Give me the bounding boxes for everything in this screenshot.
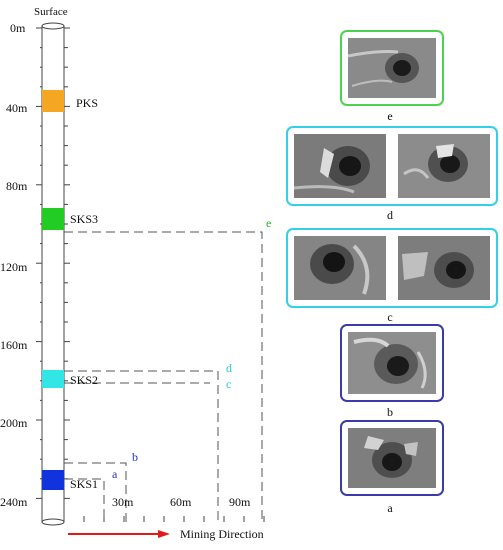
panel-caption-e: e (387, 109, 393, 123)
borehole-photo (348, 38, 436, 98)
panel-caption-b: b (387, 405, 393, 419)
mining-direction-arrow (68, 530, 170, 538)
distance-label-30m: 30m (112, 495, 134, 509)
photo-panel-c (286, 228, 498, 308)
borehole-photo (348, 428, 436, 488)
depth-ticks (36, 27, 265, 522)
photo-panel-e (340, 30, 444, 106)
position-label-e: e (266, 216, 272, 230)
mining-direction-label: Mining Direction (180, 527, 264, 541)
distance-label-60m: 60m (170, 495, 192, 509)
seam-label-sks2: SKS2 (70, 373, 99, 387)
seam-block-pks (42, 90, 64, 112)
borehole-photo (398, 134, 490, 198)
position-lines (64, 231, 263, 522)
seam-label-pks: PKS (76, 96, 99, 110)
panel-caption-d: d (387, 208, 393, 222)
depth-label-240m: 240m (0, 495, 28, 509)
position-label-d: d (226, 361, 232, 375)
distance-label-90m: 90m (229, 495, 251, 509)
position-label-c: c (226, 377, 232, 391)
panel-caption-a: a (387, 501, 393, 515)
depth-label-40m: 40m (6, 101, 28, 115)
depth-label-80m: 80m (6, 179, 28, 193)
seam-label-sks1: SKS1 (70, 477, 99, 491)
borehole-column (41, 22, 65, 526)
borehole-photo (398, 236, 490, 300)
depth-label-160m: 160m (0, 338, 28, 352)
seam-block-sks2 (42, 370, 64, 388)
panel-caption-c: c (387, 310, 393, 324)
photo-panel-b (340, 324, 444, 402)
borehole-photo (348, 332, 436, 394)
photo-panel-a (340, 420, 444, 496)
depth-label-120m: 120m (0, 260, 28, 274)
seam-block-sks3 (42, 208, 64, 230)
depth-label-0m: 0m (10, 21, 26, 35)
line-d (64, 370, 219, 522)
position-label-b: b (132, 450, 138, 464)
borehole-photo (294, 134, 386, 198)
seam-label-sks3: SKS3 (70, 212, 99, 226)
line-e (64, 231, 263, 522)
photo-panel-d (286, 126, 498, 206)
borehole-photo (294, 236, 386, 300)
line-b (64, 462, 127, 522)
position-label-a: a (112, 467, 118, 481)
surface-label: Surface (34, 6, 68, 18)
seam-block-sks1 (42, 470, 64, 490)
depth-label-200m: 200m (0, 416, 28, 430)
